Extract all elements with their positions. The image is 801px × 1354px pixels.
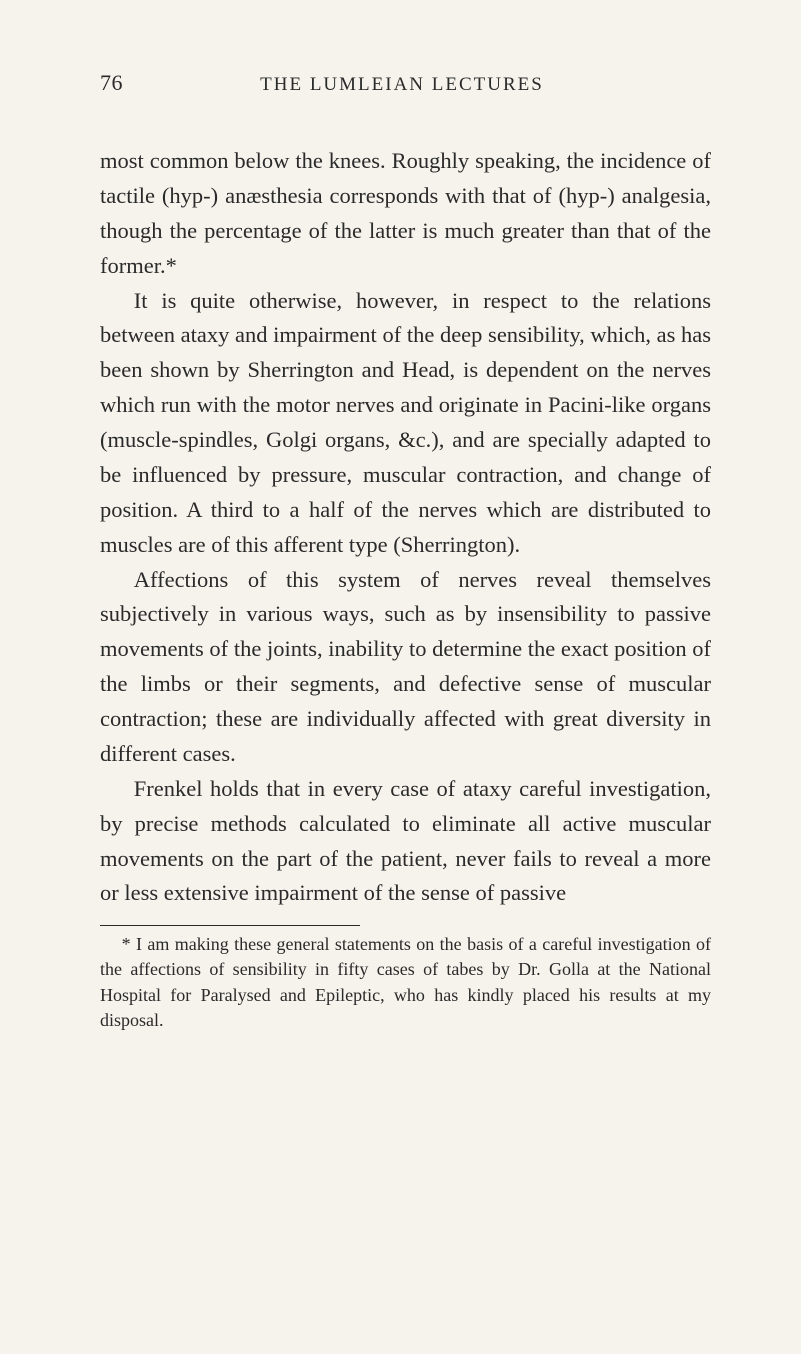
body-text: most common below the knees. Roughly spe… bbox=[100, 144, 711, 911]
paragraph-2: It is quite otherwise, however, in respe… bbox=[100, 284, 711, 563]
footnote-text: * I am making these general statements o… bbox=[100, 932, 711, 1033]
page-header: 76 THE LUMLEIAN LECTURES bbox=[100, 70, 711, 96]
paragraph-3: Affections of this system of nerves reve… bbox=[100, 563, 711, 772]
footnote-divider bbox=[100, 925, 360, 926]
paragraph-4: Frenkel holds that in every case of atax… bbox=[100, 772, 711, 912]
page-container: 76 THE LUMLEIAN LECTURES most common bel… bbox=[0, 0, 801, 1354]
paragraph-1: most common below the knees. Roughly spe… bbox=[100, 144, 711, 284]
running-title: THE LUMLEIAN LECTURES bbox=[93, 74, 711, 96]
